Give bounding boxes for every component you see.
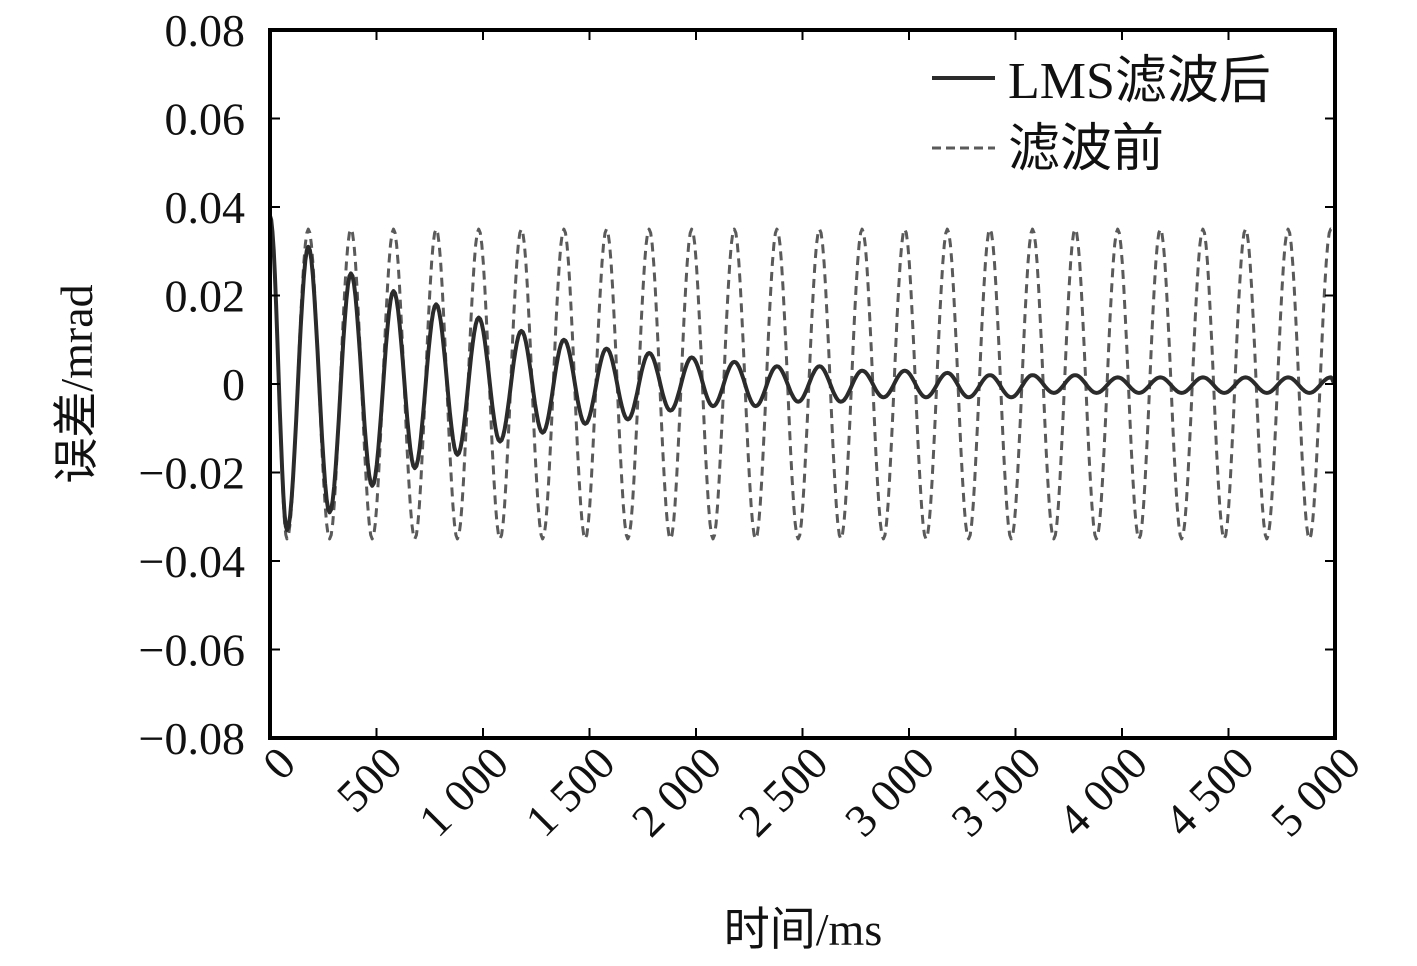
legend-label-before: 滤波前 (1008, 121, 1164, 178)
series-layer (268, 215, 1337, 541)
y-tick-label: −0.02 (139, 448, 245, 499)
y-tick-label: 0.08 (165, 5, 246, 56)
x-tick-label: 1 000 (409, 737, 518, 846)
y-tick-label: 0.02 (165, 271, 246, 322)
y-tick-label: 0 (222, 359, 245, 410)
y-tick-label: −0.06 (139, 625, 245, 676)
x-tick-label: 0 (253, 737, 305, 789)
x-tick-label: 1 500 (515, 737, 624, 846)
legend-label-lms: LMS滤波后 (1008, 53, 1271, 110)
x-tick-label: 3 000 (835, 737, 944, 846)
legend: LMS滤波后 滤波前 (932, 53, 1271, 178)
x-axis-label: 时间/ms (724, 904, 882, 955)
x-tick-label: 2 000 (622, 737, 731, 846)
series-line-unfiltered (268, 215, 1337, 541)
y-tick-label: 0.06 (165, 94, 246, 145)
x-tick-label: 4 500 (1154, 737, 1263, 846)
y-tick-label: −0.08 (139, 713, 245, 764)
y-tick-label: 0.04 (165, 182, 246, 233)
y-tick-label: −0.04 (139, 536, 245, 587)
x-tick-label: 2 500 (728, 737, 837, 846)
y-axis-label: 误差/mrad (51, 284, 102, 483)
x-tick-label: 3 500 (941, 737, 1050, 846)
series-line-lms-filtered (268, 215, 1337, 532)
x-tick-label: 4 000 (1048, 737, 1157, 846)
x-tick-label: 5 000 (1261, 737, 1370, 846)
plot-frame (268, 28, 1337, 740)
x-tick-label: 500 (327, 737, 412, 822)
